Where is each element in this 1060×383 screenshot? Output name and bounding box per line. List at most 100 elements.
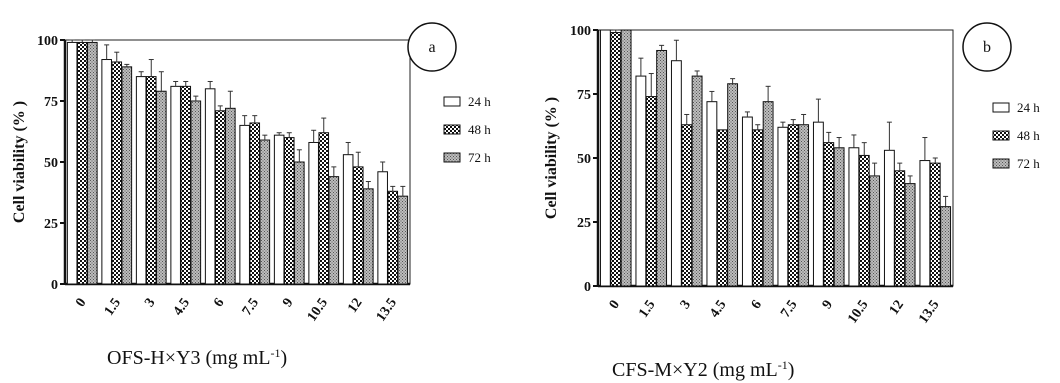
- x-tick-label: 9: [820, 298, 836, 312]
- bar-24h-6: [204, 88, 216, 285]
- bar-24h-12: [883, 149, 895, 287]
- y-tick-label: 25: [44, 217, 58, 232]
- legend-label-48h: 48 h: [1017, 128, 1040, 143]
- x-axis-label: OFS-H×Y3 (mg mL-1): [107, 346, 287, 369]
- bar-48h-13.5: [387, 190, 399, 285]
- legend-label-72h: 72 h: [1017, 156, 1040, 171]
- x-tick-label: 7.5: [240, 296, 262, 319]
- bar-72h-0: [620, 29, 632, 287]
- bar-48h-0: [610, 32, 622, 287]
- bar-72h-10.5: [328, 176, 340, 285]
- bar-48h-0: [76, 41, 88, 285]
- bar-72h-13.5: [940, 206, 952, 287]
- bar-72h-4.5: [190, 100, 202, 285]
- y-tick-label: 0: [584, 280, 591, 295]
- bar-72h-0: [87, 41, 98, 285]
- legend-label-72h: 72 h: [468, 150, 491, 165]
- bar-72h-9: [833, 147, 845, 287]
- bar-24h-9: [812, 121, 824, 287]
- bar-24h-13.5: [377, 171, 388, 285]
- bar-24h-1.5: [101, 59, 112, 285]
- x-tick-label: 3: [142, 296, 158, 310]
- panel-label-circle: [407, 22, 457, 72]
- bar-48h-4.5: [180, 85, 192, 285]
- x-tick-label: 6: [211, 296, 227, 310]
- bar-72h-1.5: [656, 49, 668, 287]
- bar-48h-12: [352, 166, 364, 285]
- bar-72h-7.5: [259, 139, 271, 285]
- bar-24h-4.5: [706, 101, 718, 287]
- x-tick-label: 13.5: [374, 296, 400, 325]
- bar-24h-0: [599, 29, 611, 287]
- bar-48h-6: [214, 110, 226, 285]
- legend-swatch-24h: [992, 102, 1010, 113]
- x-tick-label: 12: [345, 296, 365, 316]
- bar-48h-12: [894, 170, 906, 287]
- bar-48h-1.5: [645, 96, 657, 287]
- x-tick-label: 9: [280, 296, 296, 310]
- bar-72h-7.5: [798, 124, 810, 287]
- y-tick-label: 75: [44, 95, 58, 110]
- x-tick-label: 7.5: [778, 298, 800, 321]
- bar-72h-1.5: [121, 66, 133, 285]
- x-tick-label: 1.5: [102, 296, 124, 319]
- bar-24h-6: [741, 116, 753, 287]
- panel-a-chart: 0 25 50 75 100 Cell viability (% ) 0 1.5 3 4.5 6 7.…: [11, 22, 491, 369]
- bar-72h-12: [363, 188, 374, 285]
- x-tick-label: 10.5: [305, 296, 331, 325]
- panel-b-chart: 0 25 50 75 100 Cell viability (% ) 0 1.5 3 4.5 6 7.…: [543, 22, 1040, 381]
- y-tick-label: 50: [577, 152, 591, 167]
- bar-24h-12: [342, 154, 354, 285]
- x-tick-label: 6: [749, 298, 765, 312]
- bar-48h-6: [752, 129, 764, 287]
- legend-label-24h: 24 h: [468, 94, 491, 109]
- legend-label-24h: 24 h: [1017, 100, 1040, 115]
- bar-24h-13.5: [919, 160, 931, 287]
- x-tick-label: 0: [607, 298, 623, 312]
- bar-72h-6: [762, 101, 774, 287]
- bar-24h-7.5: [777, 126, 789, 287]
- x-tick-label: 10.5: [845, 298, 871, 327]
- y-tick-label: 25: [577, 216, 591, 231]
- bar-24h-7.5: [239, 124, 250, 285]
- bar-72h-4.5: [727, 83, 739, 287]
- bar-24h-10.5: [848, 147, 860, 287]
- y-axis-label: Cell viability (% ): [11, 101, 28, 223]
- bar-48h-9: [283, 137, 295, 285]
- x-tick-label: 1.5: [636, 298, 658, 321]
- bar-72h-13.5: [397, 195, 409, 285]
- legend-swatch-72h: [992, 158, 1010, 169]
- bar-24h-3: [135, 76, 147, 285]
- legend-label-48h: 48 h: [468, 122, 491, 137]
- bar-72h-3: [691, 75, 703, 287]
- bar-72h-9: [294, 161, 305, 285]
- bar-48h-4.5: [716, 129, 728, 287]
- bar-72h-3: [156, 90, 167, 285]
- bar-72h-10.5: [869, 175, 881, 287]
- x-tick-label: 0: [73, 296, 89, 310]
- y-tick-label: 100: [37, 34, 58, 49]
- bar-24h-10.5: [308, 141, 319, 285]
- x-tick-label: 3: [678, 298, 694, 312]
- bar-24h-3: [670, 60, 682, 287]
- bar-48h-10.5: [318, 132, 330, 285]
- bar-72h-12: [904, 183, 916, 287]
- bar-48h-1.5: [111, 61, 123, 285]
- bar-24h-9: [273, 134, 285, 285]
- bar-48h-7.5: [249, 122, 261, 285]
- bar-48h-10.5: [858, 154, 870, 287]
- bar-48h-13.5: [929, 162, 941, 287]
- x-tick-label: 12: [887, 298, 907, 318]
- bar-48h-3: [145, 76, 157, 285]
- x-axis-label: CFS-M×Y2 (mg mL-1): [612, 358, 794, 381]
- panel-label: a: [428, 39, 435, 56]
- bar-72h-6: [225, 107, 236, 285]
- x-tick-label: 4.5: [171, 296, 193, 319]
- bar-24h-4.5: [170, 85, 181, 285]
- bar-48h-7.5: [787, 124, 799, 287]
- y-tick-label: 75: [577, 88, 591, 103]
- panel-label-circle: [962, 22, 1012, 72]
- panel-label: b: [983, 39, 991, 56]
- x-tick-label: 4.5: [707, 298, 729, 321]
